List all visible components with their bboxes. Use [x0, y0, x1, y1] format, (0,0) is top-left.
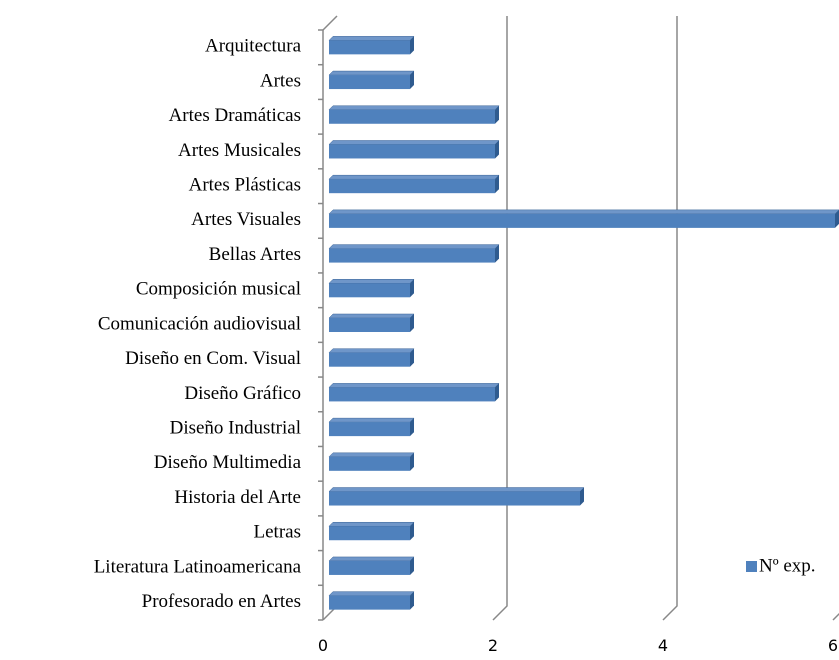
- grid-line: [832, 612, 839, 621]
- bar: [329, 595, 410, 610]
- bar-side: [580, 487, 584, 506]
- y-tick-label: Artes Dramáticas: [169, 105, 301, 126]
- bar-side: [495, 175, 499, 194]
- y-tick-label: Artes Visuales: [191, 209, 301, 230]
- bar-side: [410, 71, 414, 90]
- bar-side: [410, 452, 414, 471]
- y-tick-label: Arquitectura: [205, 36, 302, 57]
- legend-swatch: [746, 561, 757, 572]
- bar: [329, 422, 410, 437]
- y-tick-label: Profesorado en Artes: [142, 591, 301, 612]
- bar-top: [328, 140, 500, 145]
- bar-top: [328, 487, 585, 492]
- bar-top: [328, 70, 415, 76]
- bar-side: [410, 556, 414, 575]
- bar: [329, 491, 580, 506]
- y-tick-label: Composición musical: [136, 279, 301, 300]
- bar-top: [328, 36, 415, 41]
- bar-top: [328, 556, 415, 562]
- bar-side: [495, 140, 499, 159]
- y-axis-top: [322, 15, 338, 31]
- y-tick-label: Artes Musicales: [178, 140, 301, 161]
- x-tick-label: 2: [488, 636, 498, 655]
- bar: [329, 318, 410, 332]
- bar-top: [328, 313, 415, 319]
- bar: [329, 248, 495, 263]
- bar-side: [495, 105, 499, 124]
- bar-side: [410, 36, 414, 55]
- bar: [329, 560, 410, 575]
- bar-top: [328, 521, 415, 527]
- bar: [329, 75, 410, 90]
- y-tick-label: Artes: [260, 70, 301, 91]
- bar-top: [328, 174, 500, 180]
- bar-top: [328, 452, 415, 458]
- bar: [329, 144, 495, 159]
- bar-side: [410, 522, 414, 541]
- bar-top: [328, 417, 415, 423]
- y-tick-label: Artes Plásticas: [189, 175, 301, 196]
- y-tick-label: Diseño Gráfico: [184, 383, 301, 404]
- bar: [329, 526, 410, 541]
- y-tick-label: Bellas Artes: [209, 244, 301, 265]
- bar: [329, 352, 410, 367]
- x-tick-label: 4: [658, 636, 668, 655]
- bar: [329, 40, 410, 55]
- bar: [329, 456, 410, 471]
- bar-side: [410, 348, 414, 367]
- bar-top: [328, 105, 500, 111]
- bar-side: [495, 244, 499, 263]
- bar: [329, 179, 495, 194]
- bar-side: [410, 314, 414, 332]
- bar: [329, 283, 410, 298]
- y-tick-label: Comunicación audiovisual: [98, 313, 301, 334]
- y-tick-label: Literatura Latinoamericana: [94, 556, 302, 577]
- x-tick-label: 6: [828, 636, 838, 655]
- bar-top: [328, 348, 415, 353]
- bar-side: [495, 383, 499, 402]
- bar-top: [328, 383, 500, 388]
- y-tick-label: Diseño en Com. Visual: [125, 348, 301, 369]
- y-tick-label: Diseño Industrial: [170, 417, 301, 438]
- bar-top: [328, 209, 839, 215]
- legend-label: Nº exp.: [759, 555, 816, 576]
- bar-top: [328, 279, 415, 284]
- bar-side: [410, 591, 414, 610]
- bar-top: [328, 244, 500, 249]
- bar: [329, 213, 835, 228]
- bar-side: [410, 279, 414, 298]
- bar-side: [835, 209, 839, 228]
- y-tick-label: Diseño Multimedia: [154, 452, 302, 473]
- bar: [329, 387, 495, 402]
- x-tick-label: 0: [318, 636, 328, 655]
- y-tick-label: Letras: [254, 522, 301, 543]
- bar-top: [328, 591, 415, 596]
- bar: [329, 109, 495, 124]
- bar-side: [410, 418, 414, 437]
- y-tick-label: Historia del Arte: [174, 487, 301, 508]
- grid-line: [662, 16, 678, 621]
